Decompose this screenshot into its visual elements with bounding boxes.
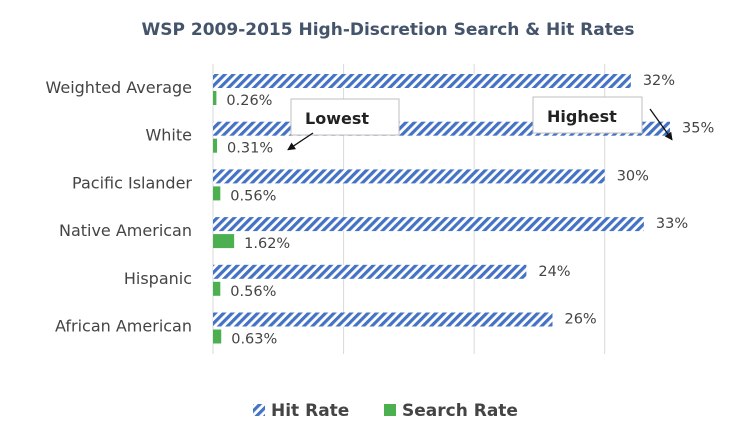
legend-swatch-search-rate [384,404,396,416]
search-rate-label: 0.56% [230,188,276,204]
hit-rate-bar [213,217,644,232]
callout-text-lowest: Lowest [305,109,369,128]
category-label: Native American [59,221,192,240]
legend-label-search-rate: Search Rate [402,401,518,421]
callouts: Lowest Highest [287,96,673,151]
search-rate-label: 0.63% [231,332,277,348]
category-label: Weighted Average [45,78,192,97]
callout-arrow-lowest [287,132,314,151]
category-label: African American [55,317,192,336]
search-rate-label: 0.31% [227,141,273,157]
hit-rate-label: 32% [643,73,675,89]
search-rate-bar [213,186,221,201]
hit-rate-bar [213,312,553,327]
hit-rate-label: 24% [538,264,570,280]
hit-rate-bar [213,169,605,184]
legend: Hit Rate Search Rate [253,401,518,421]
labels: Weighted Average 32% 0.26% White 35% 0.31% Pac… [45,73,714,348]
legend-swatch-hit-rate [253,404,265,416]
search-rate-bar [213,281,221,296]
search-rate-label: 0.56% [230,284,276,300]
hit-rate-label: 33% [656,216,688,232]
hit-rate-label: 26% [564,312,596,328]
category-label: White [145,126,192,145]
hit-rate-bar [213,74,631,88]
bars [213,74,670,344]
category-label: Pacific Islander [72,173,192,192]
callout-arrow-highest [649,108,673,141]
legend-label-hit-rate: Hit Rate [271,401,349,421]
search-rate-bar [213,329,222,344]
callout-text-highest: Highest [547,107,617,126]
hit-rate-bar [213,264,527,279]
category-label: Hispanic [124,269,192,288]
search-rate-label: 1.62% [244,236,290,252]
search-rate-bar [213,91,217,105]
hit-rate-label: 35% [682,121,714,137]
callout-box-lowest [290,98,400,136]
search-rate-label: 0.26% [226,93,272,109]
chart-title: WSP 2009-2015 High-Discretion Search & H… [142,20,635,40]
search-rate-bar [213,138,218,153]
hit-rate-label: 30% [617,168,649,184]
callout-box-highest [532,96,643,134]
search-rate-bar [213,234,235,249]
